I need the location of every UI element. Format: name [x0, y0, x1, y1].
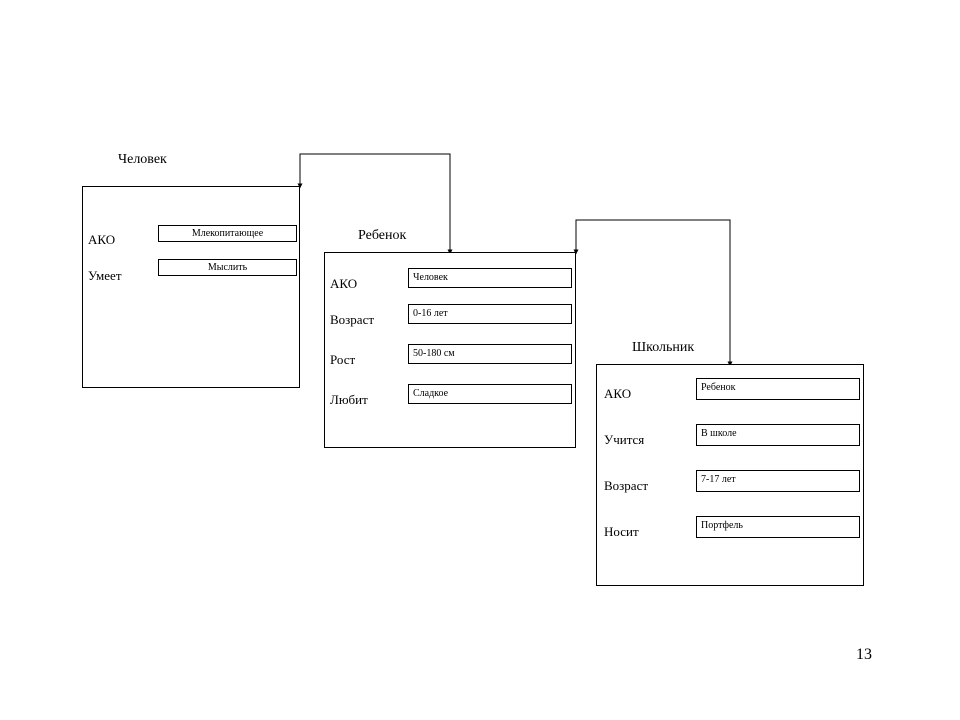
frame-person-slot-ako-label: АКО	[88, 232, 115, 248]
diagram-stage: Человек АКО Млекопитающее Умеет Мыслить …	[0, 0, 960, 720]
frame-child-slot-age-value: 0-16 лет	[408, 304, 572, 324]
frame-person-slot-can-value: Мыслить	[158, 259, 297, 276]
frame-pupil-slot-age-value: 7-17 лет	[696, 470, 860, 492]
frame-child-slot-ako-label: АКО	[330, 276, 357, 292]
frame-pupil-slot-ako-value: Ребенок	[696, 378, 860, 400]
frame-child-slot-ako-value: Человек	[408, 268, 572, 288]
frame-child-slot-likes-value: Сладкое	[408, 384, 572, 404]
frame-person-title: Человек	[118, 152, 167, 168]
frame-person	[82, 186, 300, 388]
frame-pupil-slot-studies-value: В школе	[696, 424, 860, 446]
frame-child-slot-height-label: Рост	[330, 352, 355, 368]
frame-child-slot-likes-label: Любит	[330, 392, 368, 408]
frame-child-title: Ребенок	[358, 228, 406, 244]
frame-child-slot-age-label: Возраст	[330, 312, 374, 328]
frame-pupil-title: Школьник	[632, 340, 694, 356]
frame-child-slot-height-value: 50-180 см	[408, 344, 572, 364]
frame-person-slot-ako-value: Млекопитающее	[158, 225, 297, 242]
frame-pupil-slot-wears-label: Носит	[604, 524, 639, 540]
frame-pupil-slot-ako-label: АКО	[604, 386, 631, 402]
frame-pupil-slot-wears-value: Портфель	[696, 516, 860, 538]
frame-pupil-slot-studies-label: Учится	[604, 432, 644, 448]
page-number: 13	[856, 646, 872, 664]
frame-person-slot-can-label: Умеет	[88, 268, 122, 284]
frame-pupil-slot-age-label: Возраст	[604, 478, 648, 494]
